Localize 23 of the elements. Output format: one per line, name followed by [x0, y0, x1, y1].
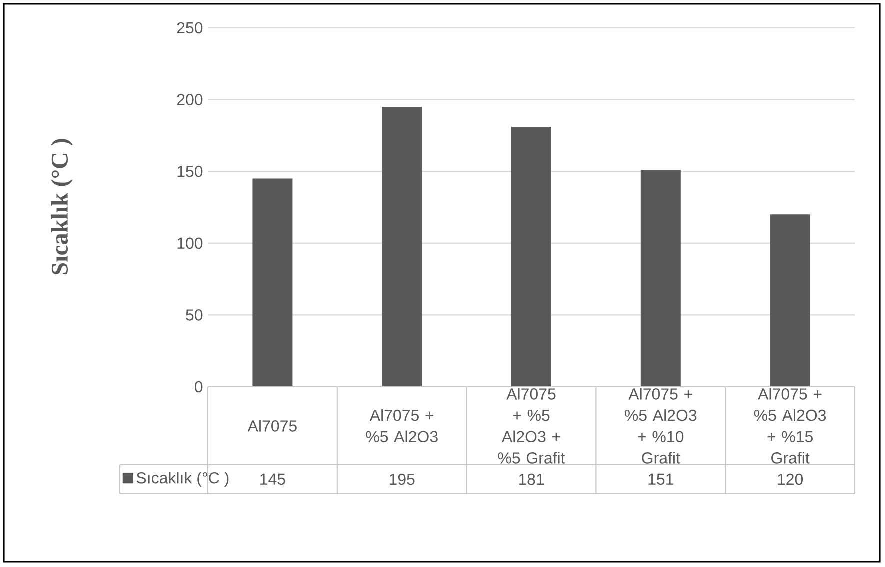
y-tick-label: 50 [186, 310, 203, 321]
x-tick-label: Al7075 + %5 Al2O3 + %15 Grafit [754, 388, 826, 464]
y-tick-label: 250 [177, 22, 203, 34]
x-tick-label: Al7075 [248, 420, 297, 432]
y-tick-label: 0 [195, 381, 203, 393]
legend-label: Sıcaklık (°C ) [136, 472, 229, 487]
bar [640, 170, 681, 387]
data-label: 195 [390, 474, 415, 486]
data-label: 120 [778, 474, 804, 486]
data-label: 145 [260, 474, 286, 486]
x-tick-label: Al7075 + %5 Al2O3 + %10 Grafit [625, 388, 697, 464]
bar [252, 178, 293, 387]
data-label: 151 [648, 474, 674, 486]
y-axis-title: Sıcaklık (°C ) [51, 139, 73, 275]
bar [512, 127, 552, 387]
x-tick-label: Al7075 + %5 Al2O3 + %5 Grafit [498, 388, 566, 464]
data-label: 181 [519, 474, 544, 486]
y-tick-label: 200 [177, 94, 203, 106]
y-tick-label: 100 [178, 238, 203, 250]
bar [770, 214, 810, 387]
bar [382, 106, 422, 387]
x-tick-label: Al7075 + %5 Al2O3 [366, 409, 438, 443]
y-tick-label: 150 [178, 166, 203, 178]
